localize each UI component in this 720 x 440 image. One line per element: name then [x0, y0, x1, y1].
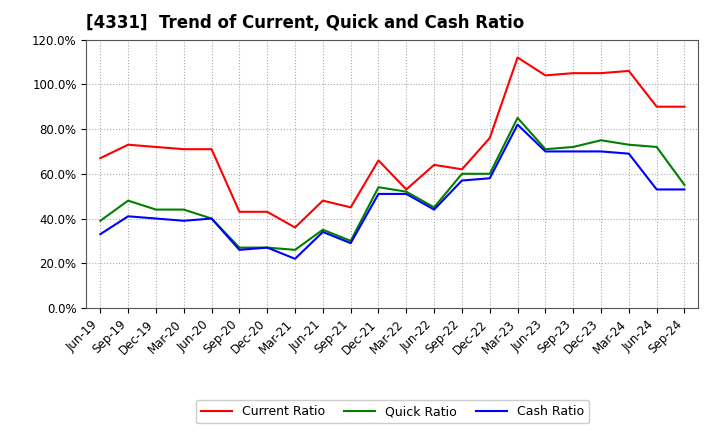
Current Ratio	[652, 104, 661, 109]
Cash Ratio	[402, 191, 410, 197]
Line: Quick Ratio: Quick Ratio	[100, 118, 685, 250]
Quick Ratio	[485, 171, 494, 176]
Current Ratio	[96, 155, 104, 161]
Quick Ratio	[346, 238, 355, 244]
Quick Ratio	[207, 216, 216, 221]
Quick Ratio	[179, 207, 188, 212]
Quick Ratio	[374, 185, 383, 190]
Cash Ratio	[263, 245, 271, 250]
Current Ratio	[624, 68, 633, 73]
Quick Ratio	[152, 207, 161, 212]
Cash Ratio	[291, 256, 300, 261]
Quick Ratio	[513, 115, 522, 121]
Cash Ratio	[541, 149, 550, 154]
Cash Ratio	[513, 122, 522, 127]
Current Ratio	[124, 142, 132, 147]
Quick Ratio	[652, 144, 661, 150]
Cash Ratio	[124, 214, 132, 219]
Text: [4331]  Trend of Current, Quick and Cash Ratio: [4331] Trend of Current, Quick and Cash …	[86, 15, 525, 33]
Current Ratio	[402, 187, 410, 192]
Current Ratio	[374, 158, 383, 163]
Cash Ratio	[458, 178, 467, 183]
Current Ratio	[152, 144, 161, 150]
Cash Ratio	[207, 216, 216, 221]
Current Ratio	[458, 167, 467, 172]
Cash Ratio	[346, 241, 355, 246]
Current Ratio	[263, 209, 271, 214]
Cash Ratio	[624, 151, 633, 156]
Current Ratio	[291, 225, 300, 230]
Quick Ratio	[597, 138, 606, 143]
Quick Ratio	[96, 218, 104, 224]
Current Ratio	[513, 55, 522, 60]
Cash Ratio	[318, 229, 327, 235]
Current Ratio	[485, 136, 494, 141]
Quick Ratio	[235, 245, 243, 250]
Current Ratio	[235, 209, 243, 214]
Cash Ratio	[96, 231, 104, 237]
Cash Ratio	[569, 149, 577, 154]
Quick Ratio	[402, 189, 410, 194]
Quick Ratio	[680, 182, 689, 187]
Line: Current Ratio: Current Ratio	[100, 58, 685, 227]
Cash Ratio	[652, 187, 661, 192]
Quick Ratio	[458, 171, 467, 176]
Current Ratio	[318, 198, 327, 203]
Current Ratio	[346, 205, 355, 210]
Current Ratio	[207, 147, 216, 152]
Current Ratio	[541, 73, 550, 78]
Cash Ratio	[680, 187, 689, 192]
Quick Ratio	[124, 198, 132, 203]
Legend: Current Ratio, Quick Ratio, Cash Ratio: Current Ratio, Quick Ratio, Cash Ratio	[196, 400, 589, 423]
Cash Ratio	[485, 176, 494, 181]
Quick Ratio	[318, 227, 327, 232]
Cash Ratio	[374, 191, 383, 197]
Quick Ratio	[569, 144, 577, 150]
Current Ratio	[597, 70, 606, 76]
Cash Ratio	[430, 207, 438, 212]
Current Ratio	[430, 162, 438, 168]
Current Ratio	[179, 147, 188, 152]
Cash Ratio	[597, 149, 606, 154]
Quick Ratio	[291, 247, 300, 253]
Cash Ratio	[235, 247, 243, 253]
Line: Cash Ratio: Cash Ratio	[100, 125, 685, 259]
Quick Ratio	[624, 142, 633, 147]
Quick Ratio	[430, 205, 438, 210]
Current Ratio	[680, 104, 689, 109]
Current Ratio	[569, 70, 577, 76]
Quick Ratio	[263, 245, 271, 250]
Cash Ratio	[179, 218, 188, 224]
Cash Ratio	[152, 216, 161, 221]
Quick Ratio	[541, 147, 550, 152]
